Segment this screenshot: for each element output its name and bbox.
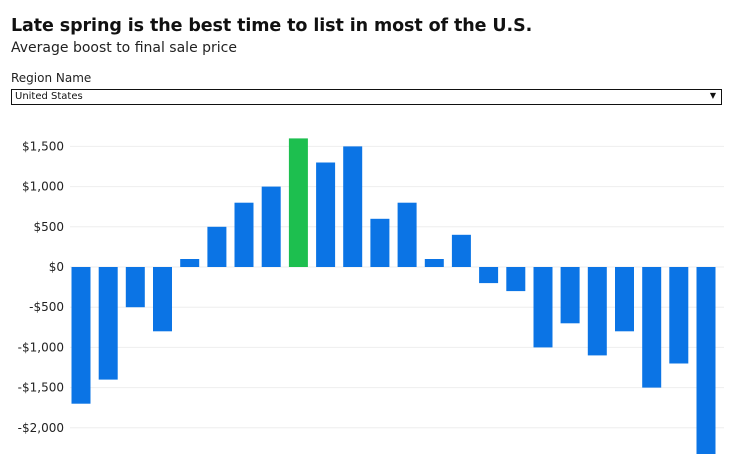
chart-title: Late spring is the best time to list in … <box>11 16 533 36</box>
bar[interactable] <box>696 267 716 454</box>
bar[interactable] <box>153 267 172 332</box>
bar[interactable] <box>207 226 227 267</box>
region-filter-label: Region Name <box>11 71 92 85</box>
y-tick-label: $500 <box>33 220 64 234</box>
bar[interactable] <box>479 267 499 284</box>
bar[interactable] <box>343 146 363 267</box>
bar[interactable] <box>451 234 471 267</box>
bar[interactable] <box>71 267 91 404</box>
bar[interactable] <box>533 267 553 348</box>
y-tick-label: -$500 <box>29 300 64 314</box>
bar[interactable] <box>234 202 254 267</box>
bar[interactable] <box>98 267 118 380</box>
bar[interactable] <box>288 138 308 267</box>
bar[interactable] <box>615 267 634 332</box>
bar[interactable] <box>669 267 689 364</box>
bar[interactable] <box>587 267 607 356</box>
bar[interactable] <box>397 202 417 267</box>
y-tick-label: -$1,500 <box>18 381 64 395</box>
bar[interactable] <box>125 267 145 308</box>
bar[interactable] <box>560 267 580 324</box>
region-select[interactable]: United States ▼ <box>11 89 722 105</box>
chart-subtitle: Average boost to final sale price <box>11 40 237 56</box>
y-tick-label: -$2,000 <box>18 421 64 435</box>
bar[interactable] <box>316 162 336 268</box>
y-tick-label: $1,500 <box>22 139 64 153</box>
y-tick-label: -$1,000 <box>18 340 64 354</box>
bar[interactable] <box>424 259 444 267</box>
y-tick-label: $1,000 <box>22 180 64 194</box>
region-select-value: United States <box>15 91 83 102</box>
bar[interactable] <box>642 267 662 388</box>
bar[interactable] <box>261 186 281 267</box>
bar[interactable] <box>180 259 200 267</box>
bar[interactable] <box>370 218 390 267</box>
bar[interactable] <box>506 267 526 292</box>
triangle-down-icon[interactable]: ▼ <box>709 91 716 100</box>
y-tick-label: $0 <box>49 260 64 274</box>
